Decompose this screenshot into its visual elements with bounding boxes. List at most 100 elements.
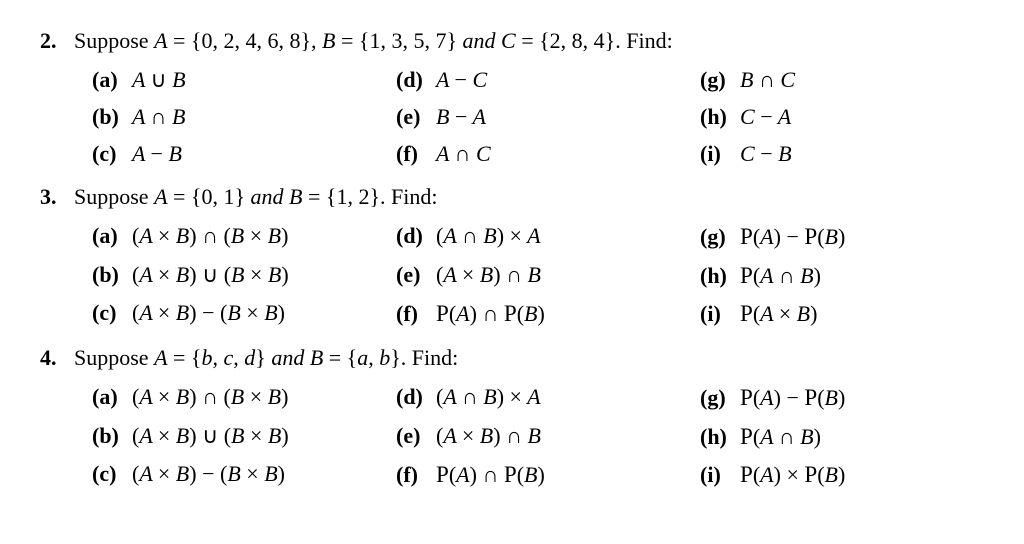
part-expression: P(A) × P(B): [740, 457, 845, 492]
problem-stem: 3.Suppose A = {0, 1} and B = {1, 2}. Fin…: [40, 180, 984, 213]
stem-suffix: Find:: [621, 28, 673, 53]
part-label: (h): [700, 100, 740, 133]
part-label: (h): [700, 259, 740, 292]
part-label: (e): [396, 258, 436, 291]
part-expression: (A ∩ B) × A: [436, 219, 541, 252]
part-label: (c): [92, 137, 132, 170]
part-expression: P(A) ∩ P(B): [436, 296, 545, 331]
part: (e)(A × B) ∩ B: [396, 419, 680, 454]
part: (h)C − A: [700, 100, 984, 133]
part: (f)A ∩ C: [396, 137, 680, 170]
part: (d)(A ∩ B) × A: [396, 219, 680, 254]
part: (d)A − C: [396, 63, 680, 96]
part-expression: (A × B) ∩ (B × B): [132, 380, 288, 413]
part: (f)P(A) ∩ P(B): [396, 296, 680, 331]
stem-prefix: Suppose: [74, 345, 154, 370]
part-expression: A ∩ B: [132, 100, 185, 133]
parts-grid: (a)(A × B) ∩ (B × B)(d)(A ∩ B) × A(g)P(A…: [92, 380, 984, 492]
problem-text: Suppose A = {0, 2, 4, 6, 8}, B = {1, 3, …: [74, 24, 984, 57]
stem-suffix: Find:: [386, 184, 438, 209]
problem: 4.Suppose A = {b, c, d} and B = {a, b}. …: [40, 341, 984, 492]
part-expression: P(A × B): [740, 296, 817, 331]
parts-grid: (a)(A × B) ∩ (B × B)(d)(A ∩ B) × A(g)P(A…: [92, 219, 984, 331]
stem-sets: A = {b, c, d} and B = {a, b}.: [154, 345, 406, 370]
problem-text: Suppose A = {b, c, d} and B = {a, b}. Fi…: [74, 341, 984, 374]
part: (g)P(A) − P(B): [700, 219, 984, 254]
part-label: (a): [92, 219, 132, 252]
part-expression: (A × B) ∩ B: [436, 258, 541, 291]
part-label: (g): [700, 381, 740, 414]
problem-text: Suppose A = {0, 1} and B = {1, 2}. Find:: [74, 180, 984, 213]
part-expression: (A ∩ B) × A: [436, 380, 541, 413]
part-expression: B ∩ C: [740, 63, 795, 96]
part-expression: P(A) − P(B): [740, 219, 845, 254]
part-expression: (A × B) ∩ (B × B): [132, 219, 288, 252]
part: (b)(A × B) ∪ (B × B): [92, 258, 376, 293]
part-label: (d): [396, 63, 436, 96]
part-label: (f): [396, 297, 436, 330]
part: (a)A ∪ B: [92, 63, 376, 96]
part-expression: C − A: [740, 100, 791, 133]
part-expression: (A × B) − (B × B): [132, 296, 285, 329]
part: (g)B ∩ C: [700, 63, 984, 96]
part-expression: P(A ∩ B): [740, 258, 821, 293]
part: (b)(A × B) ∪ (B × B): [92, 419, 376, 454]
part-expression: (A × B) − (B × B): [132, 457, 285, 490]
part-label: (d): [396, 380, 436, 413]
problem-stem: 2.Suppose A = {0, 2, 4, 6, 8}, B = {1, 3…: [40, 24, 984, 57]
part-label: (i): [700, 137, 740, 170]
part: (e)B − A: [396, 100, 680, 133]
part-label: (h): [700, 420, 740, 453]
problem-number: 3.: [40, 180, 74, 213]
part-expression: (A × B) ∪ (B × B): [132, 419, 289, 452]
stem-sets: A = {0, 2, 4, 6, 8}, B = {1, 3, 5, 7} an…: [154, 28, 621, 53]
part: (c)A − B: [92, 137, 376, 170]
part-label: (b): [92, 258, 132, 291]
part-expression: A ∩ C: [436, 137, 491, 170]
part-label: (d): [396, 219, 436, 252]
part: (i)P(A) × P(B): [700, 457, 984, 492]
part: (i)C − B: [700, 137, 984, 170]
part: (a)(A × B) ∩ (B × B): [92, 219, 376, 254]
part: (g)P(A) − P(B): [700, 380, 984, 415]
part: (b)A ∩ B: [92, 100, 376, 133]
part-label: (b): [92, 419, 132, 452]
part-label: (g): [700, 63, 740, 96]
part-label: (a): [92, 63, 132, 96]
part-label: (g): [700, 220, 740, 253]
problem-stem: 4.Suppose A = {b, c, d} and B = {a, b}. …: [40, 341, 984, 374]
part: (c)(A × B) − (B × B): [92, 457, 376, 492]
part: (h)P(A ∩ B): [700, 258, 984, 293]
part-label: (i): [700, 458, 740, 491]
problem: 3.Suppose A = {0, 1} and B = {1, 2}. Fin…: [40, 180, 984, 331]
exercise-block: 2.Suppose A = {0, 2, 4, 6, 8}, B = {1, 3…: [40, 24, 984, 492]
part-label: (b): [92, 100, 132, 133]
parts-grid: (a)A ∪ B (d)A − C (g)B ∩ C (b)A ∩ B (e)B − A…: [92, 63, 984, 170]
part: (a)(A × B) ∩ (B × B): [92, 380, 376, 415]
part: (d)(A ∩ B) × A: [396, 380, 680, 415]
stem-prefix: Suppose: [74, 28, 154, 53]
stem-prefix: Suppose: [74, 184, 154, 209]
part-label: (e): [396, 100, 436, 133]
part: (f)P(A) ∩ P(B): [396, 457, 680, 492]
part-expression: A ∪ B: [132, 63, 186, 96]
part-expression: P(A ∩ B): [740, 419, 821, 454]
part: (h)P(A ∩ B): [700, 419, 984, 454]
part-label: (a): [92, 380, 132, 413]
problem: 2.Suppose A = {0, 2, 4, 6, 8}, B = {1, 3…: [40, 24, 984, 170]
part-expression: P(A) − P(B): [740, 380, 845, 415]
part-label: (f): [396, 137, 436, 170]
part-expression: (A × B) ∪ (B × B): [132, 258, 289, 291]
part-expression: (A × B) ∩ B: [436, 419, 541, 452]
stem-suffix: Find:: [406, 345, 458, 370]
problem-number: 4.: [40, 341, 74, 374]
part-expression: A − B: [132, 137, 182, 170]
part: (c)(A × B) − (B × B): [92, 296, 376, 331]
stem-sets: A = {0, 1} and B = {1, 2}.: [154, 184, 385, 209]
problem-number: 2.: [40, 24, 74, 57]
part-expression: C − B: [740, 137, 792, 170]
part-label: (e): [396, 419, 436, 452]
part-label: (c): [92, 296, 132, 329]
part-expression: B − A: [436, 100, 486, 133]
part: (i)P(A × B): [700, 296, 984, 331]
